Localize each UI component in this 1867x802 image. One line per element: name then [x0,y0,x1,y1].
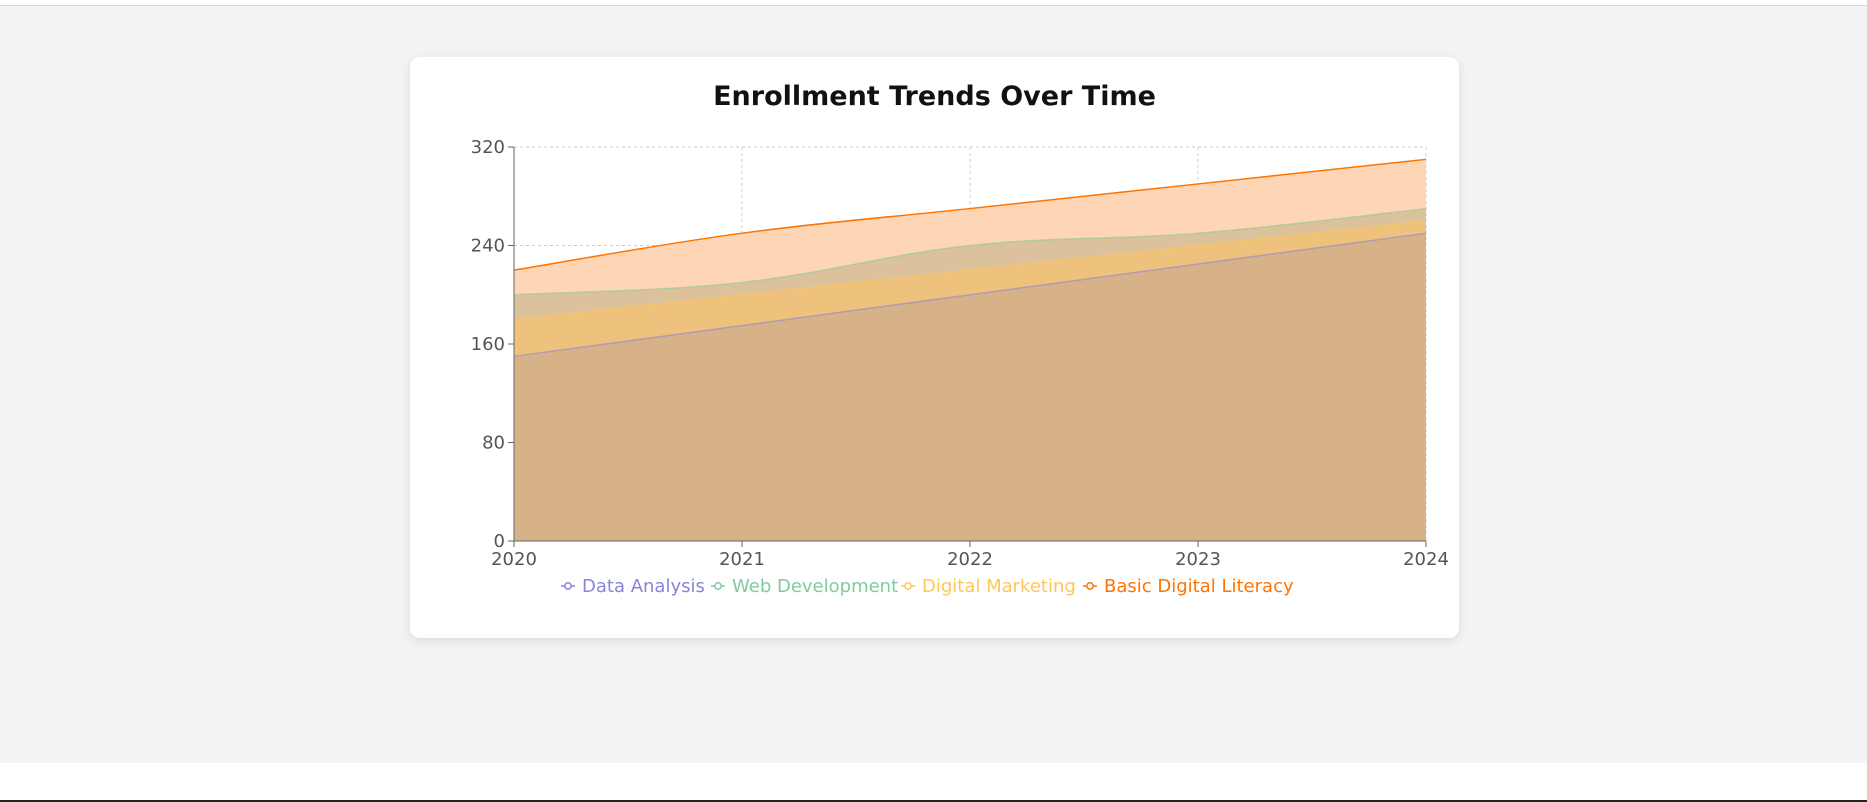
legend-label: Basic Digital Literacy [1104,576,1294,597]
x-tick-label: 2022 [947,549,993,570]
legend-swatch-dot [564,582,572,590]
legend-swatch-dot [714,582,722,590]
line-layer [513,158,1427,358]
y-tick-label: 240 [471,236,505,257]
legend-swatch-dot [1086,582,1094,590]
line-data-analysis [513,232,1427,358]
line-web-development [513,207,1427,296]
y-tick-label: 160 [471,334,505,355]
x-tick-label: 2020 [491,549,537,570]
line-digital-marketing [513,220,1427,321]
legend-item-basic-digital-literacy[interactable]: Basic Digital Literacy [1083,576,1294,597]
legend[interactable]: Data Analysis Web Development Digital Mark… [561,576,1294,597]
area-layer [514,159,1426,541]
legend-item-web-development[interactable]: Web Development [711,576,898,597]
x-tick-label: 2023 [1175,549,1221,570]
y-tick-label: 320 [471,137,505,158]
chart-card: Enrollment Trends Over Time 0 80 160 240 320… [410,57,1459,638]
axis-layer: 0 80 160 240 320 2020 2021 2022 2023 2024 [471,137,1449,570]
legend-item-data-analysis[interactable]: Data Analysis [561,576,705,597]
legend-label: Data Analysis [582,576,705,597]
legend-swatch-dot [904,582,912,590]
legend-item-digital-marketing[interactable]: Digital Marketing [901,576,1076,597]
bottom-strip [0,763,1867,802]
legend-label: Digital Marketing [922,576,1076,597]
enrollment-area-chart: Enrollment Trends Over Time 0 80 160 240 320… [471,81,1449,597]
y-tick-label: 0 [494,531,505,552]
legend-label: Web Development [732,576,898,597]
x-tick-label: 2021 [719,549,765,570]
line-basic-digital-literacy [513,158,1427,271]
x-tick-label: 2024 [1403,549,1449,570]
chart-title: Enrollment Trends Over Time [713,81,1156,112]
y-tick-label: 80 [482,433,505,454]
area-data-analysis [514,233,1426,541]
top-border [0,0,1867,6]
